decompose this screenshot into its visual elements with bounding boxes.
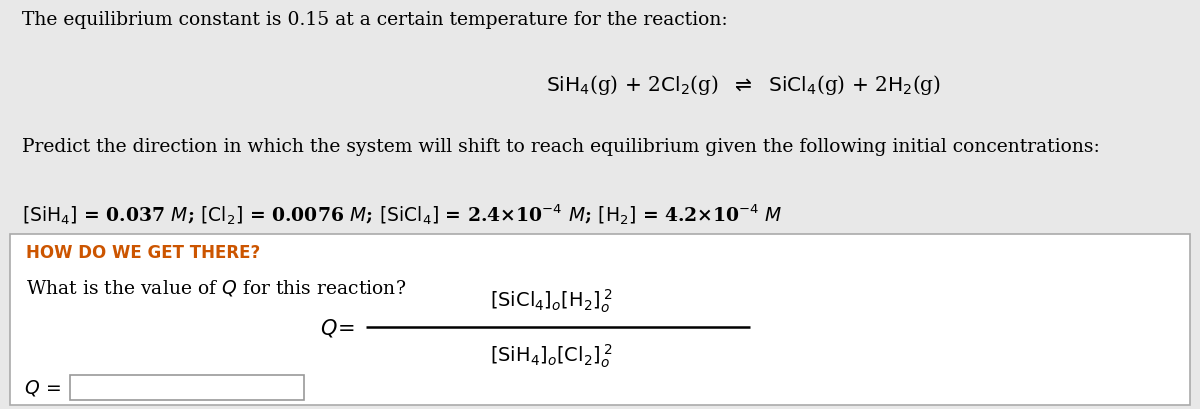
FancyBboxPatch shape <box>10 234 1190 405</box>
Text: Predict the direction in which the system will shift to reach equilibrium given : Predict the direction in which the syste… <box>22 137 1099 155</box>
Text: HOW DO WE GET THERE?: HOW DO WE GET THERE? <box>26 243 260 261</box>
Text: $[\mathrm{SiCl_4}]_o[\mathrm{H_2}]_o^{\;2}$: $[\mathrm{SiCl_4}]_o[\mathrm{H_2}]_o^{\;… <box>491 286 613 314</box>
Text: $[\mathrm{SiH_4}]$ = 0.037 $M$; $[\mathrm{Cl_2}]$ = 0.0076 $M$; $[\mathrm{SiCl_4: $[\mathrm{SiH_4}]$ = 0.037 $M$; $[\mathr… <box>22 202 782 226</box>
FancyBboxPatch shape <box>70 375 304 400</box>
Text: $Q\,{=}$: $Q\,{=}$ <box>24 378 61 398</box>
Text: $Q\!=\!$: $Q\!=\!$ <box>319 316 354 338</box>
Text: What is the value of $Q$ for this reaction?: What is the value of $Q$ for this reacti… <box>26 278 407 298</box>
Text: $\mathrm{SiH_4}$(g) + 2$\mathrm{Cl_2}$(g)  $\rightleftharpoons$  $\mathrm{SiCl_4: $\mathrm{SiH_4}$(g) + 2$\mathrm{Cl_2}$(g… <box>546 73 942 97</box>
Text: The equilibrium constant is 0.15 at a certain temperature for the reaction:: The equilibrium constant is 0.15 at a ce… <box>22 11 727 29</box>
Text: $[\mathrm{SiH_4}]_o[\mathrm{Cl_2}]_o^{\;2}$: $[\mathrm{SiH_4}]_o[\mathrm{Cl_2}]_o^{\;… <box>491 342 613 370</box>
